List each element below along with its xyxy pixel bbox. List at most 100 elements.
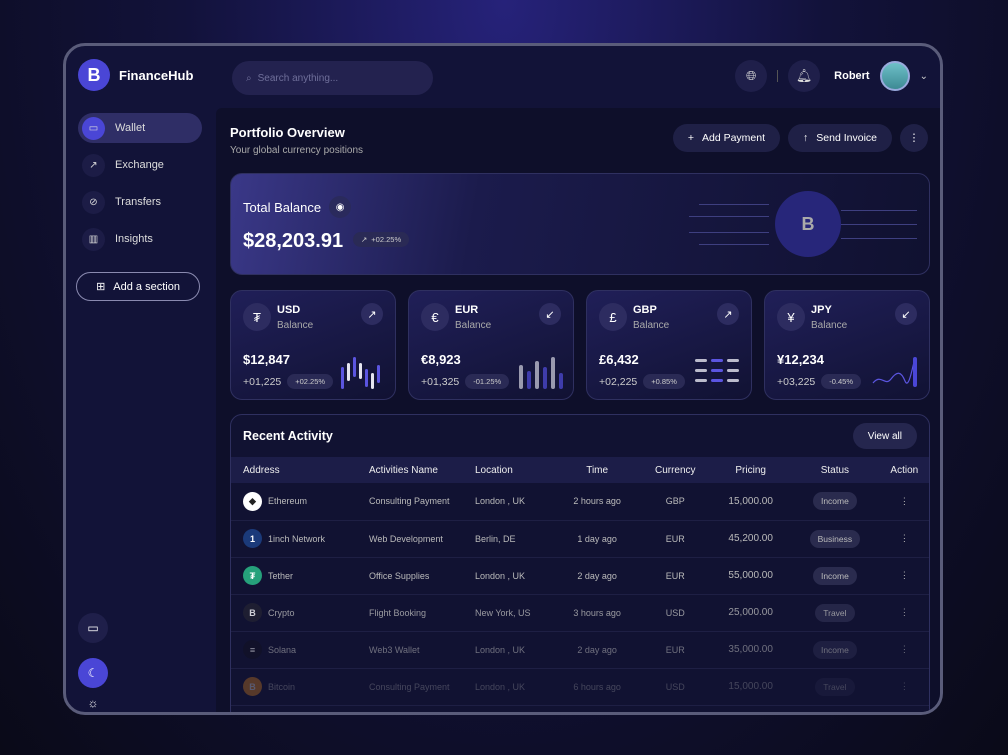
table-row[interactable]: ≡ Solana Web3 Wallet London , UK 2 day ag… [231,631,929,669]
arrow-up-right-icon[interactable]: ↗ [717,303,739,325]
table-row[interactable]: B Bitcoin Consulting Payment London , UK … [231,668,929,706]
add-section-button[interactable]: ⊞ Add a section [76,272,200,301]
spark-bar [519,365,523,389]
table-row[interactable]: B Crypto Flight Booking New York, US 3 ho… [231,594,929,632]
currency-card-usd[interactable]: ₮ USD Balance ↗ $12,847 +01,225 +02.25% [230,290,396,400]
arrow-up-icon: ↑ [803,132,809,144]
spark-bar [535,361,539,389]
arrow-down-left-icon[interactable]: ↙ [539,303,561,325]
arrow-down-left-icon[interactable]: ↙ [895,303,917,325]
sidebar-item-label: Wallet [115,122,146,134]
location: London , UK [475,631,555,669]
row-more-icon[interactable]: ⋮ [879,594,929,632]
column-header[interactable]: Activities Name [369,457,475,483]
currency-value: €8,923 [421,352,461,367]
percent-badge: +0.85% [643,374,685,389]
spark-bar [371,373,374,389]
logo[interactable]: B FinanceHub [78,59,193,91]
arrow-up-right-icon[interactable]: ↗ [361,303,383,325]
send-invoice-button[interactable]: ↑ Send Invoice [788,124,892,152]
currency-label: Balance [455,320,492,331]
column-header[interactable]: Currency [639,457,712,483]
status-badge: Travel [815,677,855,696]
column-header[interactable]: Time [555,457,640,483]
spark-bar [711,369,723,372]
globe-icon[interactable]: 🌐︎ [735,60,768,92]
percent-badge: -01.25% [465,374,510,389]
location: London , UK [475,557,555,595]
time: 2 day ago [555,557,640,595]
add-payment-button[interactable]: + Add Payment [672,124,781,152]
monitor-icon[interactable]: ▭ [78,613,108,643]
sidebar-item-label: Insights [115,233,153,245]
spark-bar [711,379,723,382]
button-label: Add Payment [701,132,766,144]
search-bar[interactable]: ⌕ [232,61,433,95]
row-more-icon[interactable]: ⋮ [879,631,929,669]
view-all-button[interactable]: View all [852,423,917,449]
token-icon: B [243,677,262,696]
sun-icon[interactable]: ☼ [87,696,99,710]
column-header[interactable]: Address [231,457,369,483]
spark-bar [341,367,344,389]
chart-icon: ▥ [82,227,105,251]
sparkline-decoration [695,359,739,382]
sidebar-item-insights[interactable]: ▥ Insights [78,224,202,254]
currency-icon: € [421,303,449,331]
currency-value: ¥12,234 [777,352,824,367]
spark-bar [695,379,707,382]
spark-bar [727,369,739,372]
table-row[interactable]: ₮ Tether Office Supplies London , UK 2 da… [231,557,929,595]
status-badge: Income [812,640,857,659]
currency-card-jpy[interactable]: ¥ JPY Balance ↙ ¥12,234 +03,225 -0.45% [764,290,930,400]
sidebar-item-wallet[interactable]: ▭ Wallet [78,113,202,143]
row-more-icon[interactable]: ⋮ [879,520,929,558]
chevron-down-icon[interactable]: ⌄ [919,70,928,82]
user-name[interactable]: Robert [834,70,870,82]
pricing: 15,000.00 [711,668,791,706]
arrow-up-right-icon: ↗ [361,235,368,244]
row-more-icon[interactable]: ⋮ [879,483,929,521]
table-row[interactable]: 1 1inch Network Web Development Berlin, D… [231,520,929,558]
currency-card-gbp[interactable]: £ GBP Balance ↗ £6,432 +02,225 +0.85% [586,290,752,400]
currency: EUR [639,631,712,669]
location: Berlin, DE [475,520,555,558]
search-input[interactable] [257,72,408,84]
column-header[interactable]: Pricing [711,457,791,483]
app-name: FinanceHub [119,67,194,83]
divider [777,70,779,82]
row-more-icon[interactable]: ⋮ [879,557,929,595]
column-header[interactable]: Action [879,457,929,483]
page-title: Portfolio Overview [230,125,345,140]
location: London , UK [475,668,555,706]
location: New York, US [475,594,555,632]
currency: USD [639,594,712,632]
address-name: Crypto [268,607,295,618]
activity-name: Flight Booking [369,594,475,632]
address-name: Ethereum [268,496,308,507]
sidebar-item-transfers[interactable]: ⊘ Transfers [78,187,202,217]
more-icon[interactable]: ⋮ [900,124,928,152]
currency-card-eur[interactable]: € EUR Balance ↙ €8,923 +01,325 -01.25% [408,290,574,400]
percent-badge: -0.45% [821,374,862,389]
time: 3 hours ago [555,594,640,632]
time: 2 hours ago [555,483,640,521]
row-more-icon[interactable]: ⋮ [879,668,929,706]
moon-icon[interactable]: ☾ [78,658,108,688]
table-row[interactable]: ◆ Ethereum Consulting Payment London , UK… [231,483,929,521]
activity-name: Web Development [369,520,475,558]
token-icon: ◆ [243,491,262,511]
column-header[interactable]: Status [790,457,880,483]
sidebar-item-exchange[interactable]: ↗ Exchange [78,150,202,180]
pricing: 15,000.00 [711,483,791,521]
token-icon: ₮ [243,566,262,585]
column-header[interactable]: Location [475,457,555,483]
eye-icon[interactable]: ◉ [329,196,352,218]
bell-icon[interactable]: 🔔︎ [788,60,821,92]
pricing: 55,000.00 [711,557,791,595]
pricing: 45,200.00 [711,520,791,558]
section-title: Recent Activity [243,429,333,443]
avatar[interactable] [879,61,910,91]
time: 2 day ago [555,631,640,669]
logo-mark: B [78,59,110,91]
